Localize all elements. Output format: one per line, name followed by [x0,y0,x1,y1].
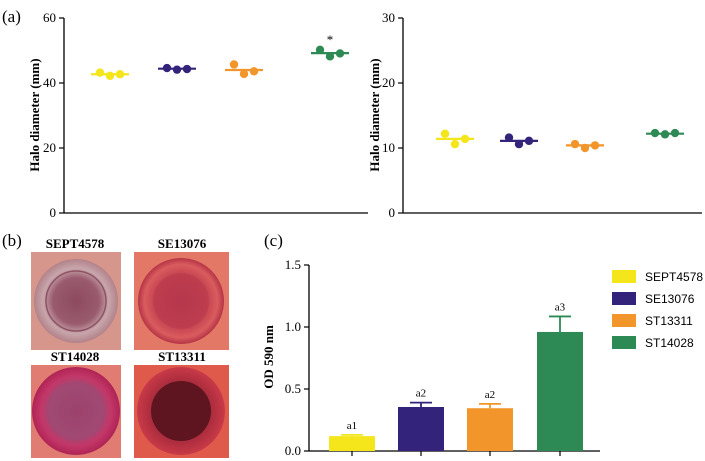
data-point-st14028 [660,130,670,139]
bar-data-label: a3 [555,301,566,313]
plate-label: ST14028 [51,349,100,364]
scatter-chart-1: Halo diameter (mm) 0 20 40 60 * [27,10,368,220]
y-tick-label: 20 [382,75,395,90]
bar-data-label: a2 [416,388,426,400]
data-point-st13311 [229,60,239,69]
data-point-sept4578 [115,70,125,79]
data-point-sept4578 [450,139,460,149]
data-point-st13311 [580,143,590,153]
y-axis-label: Halo diameter (mm) [367,58,382,171]
colony-center [151,381,211,441]
bar-se13076 [398,406,444,451]
bar-chart: OD 590 nm 0.0 0.5 1.0 1.5 a1 a2 a2 a3 SEPT4578… [261,257,703,458]
y-tick-label: 0.5 [285,381,301,396]
y-axis-label: OD 590 nm [261,325,276,389]
y-tick-label: 60 [43,10,56,25]
bar-sept4578 [329,436,375,451]
y-tick-label: 1.5 [285,257,301,272]
data-point-st14028 [325,52,335,61]
legend-swatch-st14028 [612,336,636,349]
plate-label: SEPT4578 [46,236,105,251]
data-point-se13076 [182,64,192,74]
y-tick-label: 1.0 [285,319,301,334]
data-point-st13311 [239,69,249,79]
y-tick-label: 0 [389,205,396,220]
y-tick-label: 30 [382,10,395,25]
data-point-se13076 [172,65,182,74]
data-point-st14028 [315,45,325,55]
data-point-sept4578 [460,134,470,144]
data-point-st14028 [335,49,345,58]
data-point-se13076 [524,136,534,146]
colony-center [45,270,107,332]
legend-label: SE13076 [645,292,695,306]
bar-st14028 [537,331,583,451]
y-tick-label: 20 [43,140,56,155]
legend-swatch-sept4578 [612,270,636,283]
data-point-st14028 [650,128,660,138]
data-point-st13311 [590,141,600,150]
y-tick-label: 0 [50,205,57,220]
data-point-st13311 [249,67,259,76]
legend-swatch-st13311 [612,314,636,327]
legend-label: ST14028 [645,336,694,350]
data-point-se13076 [514,139,524,149]
data-point-se13076 [504,133,514,142]
data-point-sept4578 [105,71,115,81]
legend-swatch-se13076 [612,292,636,305]
plate-label: SE13076 [158,236,207,251]
bar-data-label: a2 [485,389,495,401]
panel-label-c: (c) [264,231,283,250]
data-point-sept4578 [95,68,105,77]
y-axis-label: Halo diameter (mm) [27,58,42,171]
data-point-se13076 [162,63,172,73]
bar-st13311 [467,408,513,451]
data-point-sept4578 [440,129,450,138]
colony-center [46,381,106,441]
bar-data-label: a1 [347,420,357,432]
panel-label-a: (a) [2,7,21,26]
plates-panel: SEPT4578 SE13076 ST14028 ST13311 [31,236,229,458]
data-point-st14028 [670,128,680,138]
y-tick-label: 0.0 [285,443,301,458]
colony-center [153,273,209,329]
scatter-chart-2: Halo diameter (mm) 0 10 20 30 [367,10,702,220]
significance-annotation: * [327,32,334,47]
data-point-st13311 [570,139,580,149]
legend-label: SEPT4578 [645,270,703,284]
y-tick-label: 10 [382,140,395,155]
y-tick-label: 40 [43,75,56,90]
legend-label: ST13311 [645,314,693,328]
panel-label-b: (b) [2,231,22,250]
plate-label: ST13311 [158,349,206,364]
